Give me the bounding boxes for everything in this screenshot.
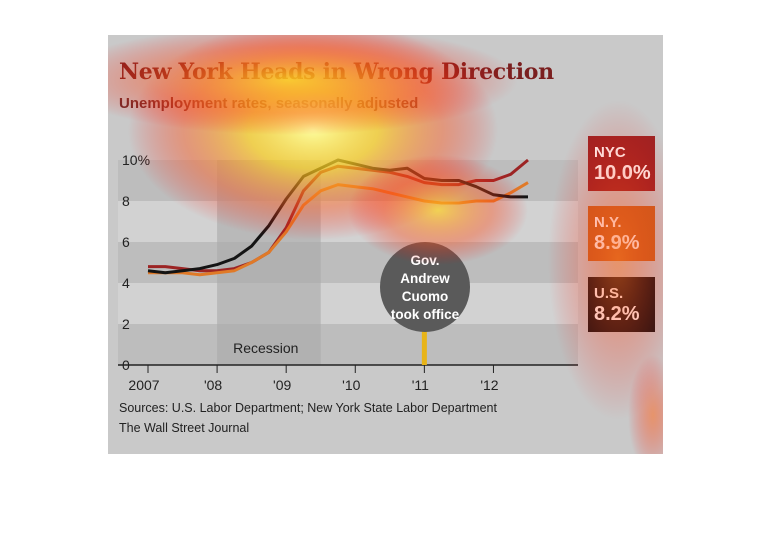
x-tick-label: '10 [342, 377, 360, 393]
callout-nyc: NYC 10.0% [588, 136, 655, 191]
x-tick-label: '12 [480, 377, 498, 393]
callout-ny-value: 8.9% [594, 232, 640, 254]
callout-us-name: U.S. [594, 285, 624, 302]
grid-band [118, 324, 578, 365]
annotation-bubble: Gov. Andrew Cuomo took office [380, 242, 470, 332]
callout-us: U.S. 8.2% [588, 277, 655, 332]
credit-note: The Wall Street Journal [119, 421, 250, 435]
y-tick-label: 4 [122, 275, 130, 291]
recession-label: Recession [233, 340, 298, 356]
callout-us-value: 8.2% [594, 303, 640, 325]
grid-band [118, 283, 578, 324]
callout-nyc-name: NYC [594, 144, 626, 161]
annotation-text: Gov. Andrew Cuomo took office [390, 253, 460, 322]
x-tick-label: 2007 [128, 377, 159, 393]
y-tick-label: 2 [122, 316, 130, 332]
y-tick-label: 8 [122, 193, 130, 209]
x-tick-label: '09 [273, 377, 291, 393]
callout-ny: N.Y. 8.9% [588, 206, 655, 261]
grid-band [118, 242, 578, 283]
chart-panel: New York Heads in Wrong Direction Unempl… [108, 35, 663, 454]
grid-band [118, 201, 578, 242]
x-tick-label: '11 [412, 377, 429, 393]
source-note: Sources: U.S. Labor Department; New York… [119, 401, 497, 415]
y-tick-label: 6 [122, 234, 130, 250]
y-tick-label: 10% [122, 152, 150, 168]
callout-nyc-value: 10.0% [594, 162, 651, 184]
x-tick-label: '08 [204, 377, 222, 393]
callout-ny-name: N.Y. [594, 214, 622, 231]
